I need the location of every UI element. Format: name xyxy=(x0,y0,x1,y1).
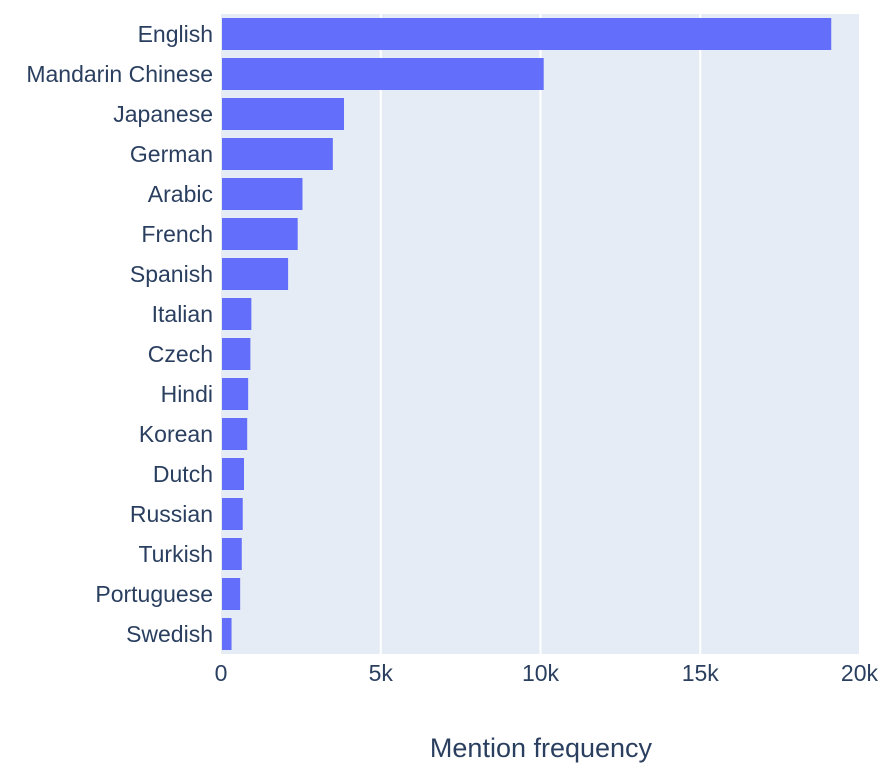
y-tick-label: Hindi xyxy=(161,381,213,407)
y-tick-label: Russian xyxy=(130,501,213,527)
x-tick-label: 10k xyxy=(522,660,560,686)
bar xyxy=(222,178,303,210)
bar xyxy=(222,258,289,290)
y-tick-label: German xyxy=(130,141,213,167)
y-tick-label: Czech xyxy=(148,341,213,367)
y-tick-label: Dutch xyxy=(153,461,213,487)
bar xyxy=(222,418,248,450)
bar xyxy=(222,218,298,250)
y-axis-labels: English Mandarin Chinese Japanese German Ara… xyxy=(26,21,213,647)
x-tick-label: 20k xyxy=(841,660,879,686)
x-tick-label: 5k xyxy=(369,660,394,686)
bar xyxy=(222,538,242,570)
y-tick-label: French xyxy=(141,221,213,247)
bar xyxy=(222,458,245,490)
y-tick-label: Korean xyxy=(139,421,213,447)
bar xyxy=(222,138,333,170)
bar xyxy=(222,338,251,370)
bar xyxy=(222,298,252,330)
bar xyxy=(222,98,345,130)
gridlines xyxy=(379,14,861,654)
y-tick-label: Spanish xyxy=(130,261,213,287)
x-tick-label: 0 xyxy=(215,660,228,686)
x-tick-label: 15k xyxy=(682,660,720,686)
y-tick-label: English xyxy=(138,21,213,47)
y-tick-label: Arabic xyxy=(148,181,213,207)
bar xyxy=(222,18,832,50)
x-axis-title: Mention frequency xyxy=(430,733,653,763)
y-tick-label: Italian xyxy=(152,301,213,327)
y-tick-label: Swedish xyxy=(126,621,213,647)
bars xyxy=(222,18,832,650)
bar xyxy=(222,618,232,650)
bar xyxy=(222,378,249,410)
bar xyxy=(222,578,241,610)
x-axis-labels: 0 5k 10k 15k 20k xyxy=(215,660,879,686)
y-tick-label: Japanese xyxy=(113,101,213,127)
bar xyxy=(222,58,544,90)
bar xyxy=(222,498,243,530)
y-tick-label: Turkish xyxy=(138,541,213,567)
y-tick-label: Mandarin Chinese xyxy=(26,61,213,87)
y-tick-label: Portuguese xyxy=(95,581,213,607)
